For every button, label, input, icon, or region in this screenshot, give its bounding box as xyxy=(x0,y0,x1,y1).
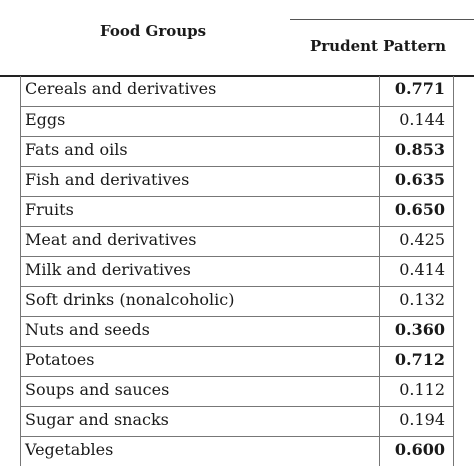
column-divider xyxy=(379,287,380,316)
food-group-cell: Vegetables xyxy=(25,440,114,459)
header-bottom-rule xyxy=(0,75,474,77)
column-divider xyxy=(379,227,380,256)
table-row: Nuts and seeds 0.360 xyxy=(20,316,454,346)
food-group-cell: Nuts and seeds xyxy=(25,320,150,339)
food-group-cell: Sugar and snacks xyxy=(25,410,169,429)
loading-value-cell: 0.144 xyxy=(399,110,445,129)
table-body: Cereals and derivatives 0.771 Eggs 0.144 Fat… xyxy=(20,76,454,466)
food-group-cell: Eggs xyxy=(25,110,66,129)
food-group-cell: Fish and derivatives xyxy=(25,170,190,189)
table-row: Potatoes 0.712 xyxy=(20,346,454,376)
loading-value-cell: 0.635 xyxy=(394,170,445,189)
column-divider xyxy=(379,347,380,376)
table-row: Soft drinks (nonalcoholic) 0.132 xyxy=(20,286,454,316)
food-group-cell: Cereals and derivatives xyxy=(25,79,217,98)
column-divider xyxy=(379,257,380,286)
column-divider xyxy=(379,76,380,106)
food-group-cell: Fats and oils xyxy=(25,140,128,159)
loading-value-cell: 0.650 xyxy=(394,200,445,219)
column-divider xyxy=(379,407,380,436)
table-row: Cereals and derivatives 0.771 xyxy=(20,76,454,106)
table-row: Milk and derivatives 0.414 xyxy=(20,256,454,286)
table-row: Fruits 0.650 xyxy=(20,196,454,226)
column-divider xyxy=(379,437,380,466)
loading-value-cell: 0.853 xyxy=(394,140,445,159)
food-group-cell: Potatoes xyxy=(25,350,95,369)
table-row: Sugar and snacks 0.194 xyxy=(20,406,454,436)
table-row: Fish and derivatives 0.635 xyxy=(20,166,454,196)
column-divider xyxy=(379,377,380,406)
loading-value-cell: 0.771 xyxy=(394,79,445,98)
food-group-cell: Soft drinks (nonalcoholic) xyxy=(25,290,235,309)
header-top-rule xyxy=(290,19,474,20)
column-divider xyxy=(379,317,380,346)
table-row: Eggs 0.144 xyxy=(20,106,454,136)
loading-value-cell: 0.414 xyxy=(399,260,445,279)
food-group-cell: Milk and derivatives xyxy=(25,260,191,279)
loading-value-cell: 0.132 xyxy=(399,290,445,309)
column-divider xyxy=(379,167,380,196)
header-prudent-pattern: Prudent Pattern xyxy=(310,37,446,55)
loading-value-cell: 0.425 xyxy=(399,230,445,249)
food-group-cell: Soups and sauces xyxy=(25,380,170,399)
table-row: Soups and sauces 0.112 xyxy=(20,376,454,406)
food-group-cell: Fruits xyxy=(25,200,74,219)
table-row: Meat and derivatives 0.425 xyxy=(20,226,454,256)
column-divider xyxy=(379,137,380,166)
food-group-cell: Meat and derivatives xyxy=(25,230,197,249)
loading-value-cell: 0.194 xyxy=(399,410,445,429)
loading-value-cell: 0.600 xyxy=(394,440,445,459)
loading-value-cell: 0.712 xyxy=(394,350,445,369)
loading-value-cell: 0.360 xyxy=(394,320,445,339)
table-row: Fats and oils 0.853 xyxy=(20,136,454,166)
column-divider xyxy=(379,107,380,136)
header-food-groups: Food Groups xyxy=(100,22,207,40)
table-row: Vegetables 0.600 xyxy=(20,436,454,466)
loading-value-cell: 0.112 xyxy=(399,380,445,399)
column-divider xyxy=(379,197,380,226)
